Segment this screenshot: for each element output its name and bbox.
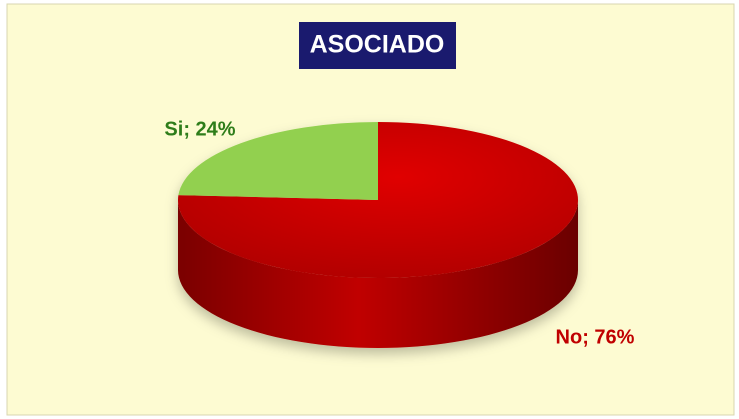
data-label: No; 76% [556,326,635,348]
chart-title: ASOCIADO [310,31,445,59]
pie-slice [178,122,579,278]
pie-slice [178,122,378,200]
pie [178,122,579,348]
title-box [299,22,456,69]
data-label: Si; 24% [164,118,235,140]
pie-side [178,200,578,348]
